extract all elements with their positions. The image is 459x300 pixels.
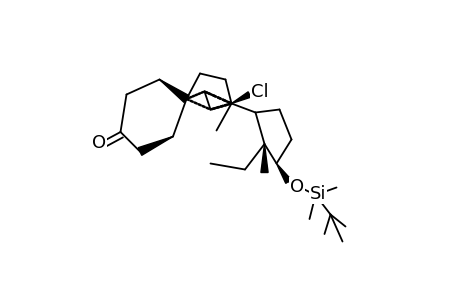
Text: O: O: [289, 178, 303, 196]
Text: Cl: Cl: [251, 82, 268, 100]
Polygon shape: [159, 80, 189, 102]
Text: Si: Si: [309, 185, 325, 203]
Text: O: O: [91, 134, 106, 152]
Polygon shape: [231, 92, 250, 103]
Polygon shape: [276, 164, 291, 183]
Polygon shape: [138, 136, 173, 155]
Polygon shape: [260, 144, 268, 172]
